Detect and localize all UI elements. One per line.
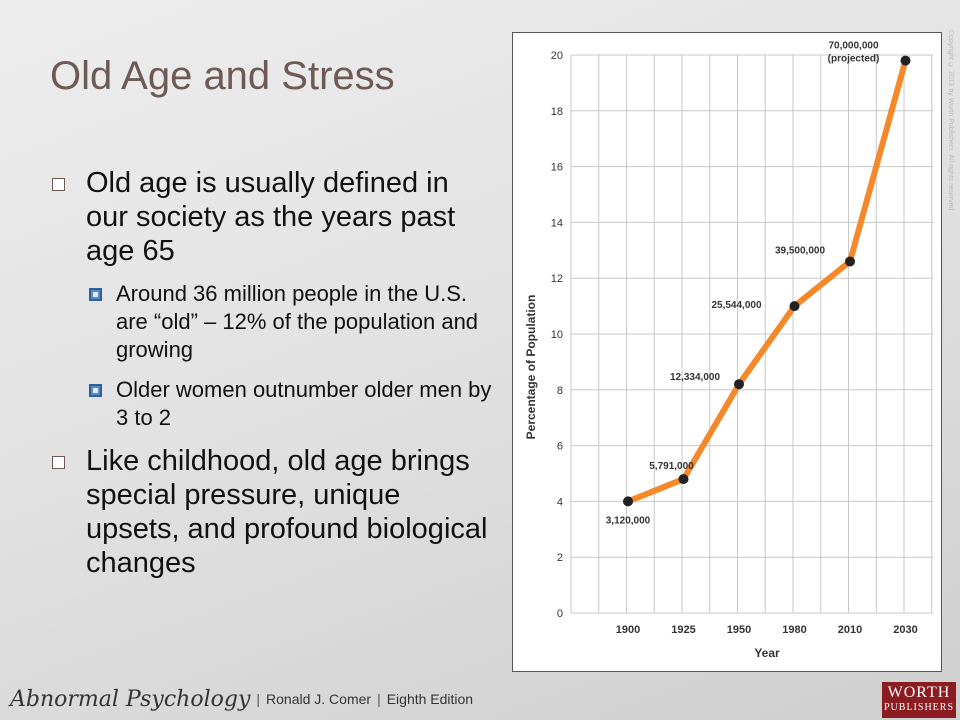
y-tick-label: 8 xyxy=(557,385,563,397)
data-label: 5,791,000 xyxy=(649,461,694,472)
chart-panel: 0 2 4 6 8 10 12 14 16 18 20 1900 1925 1950 1980 2010 203… xyxy=(512,32,942,672)
sub-bullet-text: Around 36 million people in the U.S. are… xyxy=(116,281,479,362)
data-point xyxy=(789,301,800,312)
x-tick-label: 1900 xyxy=(616,624,640,636)
bullet-item: Old age is usually defined in our societ… xyxy=(52,166,492,268)
x-axis-label: Year xyxy=(754,646,780,660)
x-tick-label: 1925 xyxy=(671,624,695,636)
bullet-text: Like childhood, old age brings special p… xyxy=(86,445,488,579)
publisher-subtitle: PUBLISHERS xyxy=(883,702,954,713)
y-tick-label: 10 xyxy=(551,329,563,341)
line-chart: 0 2 4 6 8 10 12 14 16 18 20 1900 1925 1950 1980 2010 203… xyxy=(524,41,933,660)
data-label: 70,000,000 xyxy=(828,41,878,52)
footer-divider: | xyxy=(377,691,381,707)
sub-bullet-item: Older women outnumber older men by 3 to … xyxy=(52,376,492,432)
y-tick-label: 14 xyxy=(551,217,563,229)
data-point xyxy=(900,55,911,66)
publisher-logo: WORTH PUBLISHERS xyxy=(882,682,956,718)
footer-divider: | xyxy=(256,691,261,707)
copyright-watermark: Copyright © 2013 by Worth Publishers. Al… xyxy=(947,30,954,213)
edition: Eighth Edition xyxy=(386,691,474,707)
y-axis-label: Percentage of Population xyxy=(524,295,538,440)
square-bullet-icon xyxy=(52,456,65,469)
y-tick-label: 6 xyxy=(557,441,563,453)
y-tick-label: 2 xyxy=(557,552,563,564)
x-tick-label: 1950 xyxy=(727,624,751,636)
data-label: 25,544,000 xyxy=(711,300,761,311)
bullet-list: Old age is usually defined in our societ… xyxy=(52,166,492,592)
y-tick-label: 16 xyxy=(551,162,563,174)
publisher-name: WORTH xyxy=(887,684,951,701)
footer: Abnormal Psychology | Ronald J. Comer | … xyxy=(10,684,610,714)
sub-bullet-text: Older women outnumber older men by 3 to … xyxy=(116,377,492,430)
bullet-text: Old age is usually defined in our societ… xyxy=(86,167,456,267)
y-tick-label: 20 xyxy=(551,50,563,62)
blue-square-bullet-icon xyxy=(89,384,102,397)
data-label: 3,120,000 xyxy=(606,515,651,526)
square-bullet-icon xyxy=(52,178,65,191)
book-title: Abnormal Psychology xyxy=(10,686,251,712)
bullet-item: Like childhood, old age brings special p… xyxy=(52,444,492,580)
data-label: 12,334,000 xyxy=(670,372,720,383)
slide-title: Old Age and Stress xyxy=(50,54,395,98)
y-tick-label: 18 xyxy=(551,106,563,118)
series-line xyxy=(625,57,909,505)
y-tick-label: 12 xyxy=(551,273,563,285)
x-tick-label: 1980 xyxy=(782,624,806,636)
y-tick-label: 4 xyxy=(557,496,563,508)
y-tick-label: 0 xyxy=(557,608,563,620)
data-point xyxy=(734,379,744,390)
data-label: 39,500,000 xyxy=(775,245,825,256)
blue-square-bullet-icon xyxy=(89,288,102,301)
data-point xyxy=(623,496,633,507)
x-tick-label: 2030 xyxy=(893,624,917,636)
author: Ronald J. Comer xyxy=(266,691,372,707)
data-point xyxy=(678,474,689,485)
data-point xyxy=(845,256,855,267)
x-tick-label: 2010 xyxy=(838,624,862,636)
data-label-note: (projected) xyxy=(828,54,880,65)
sub-bullet-item: Around 36 million people in the U.S. are… xyxy=(52,280,492,364)
